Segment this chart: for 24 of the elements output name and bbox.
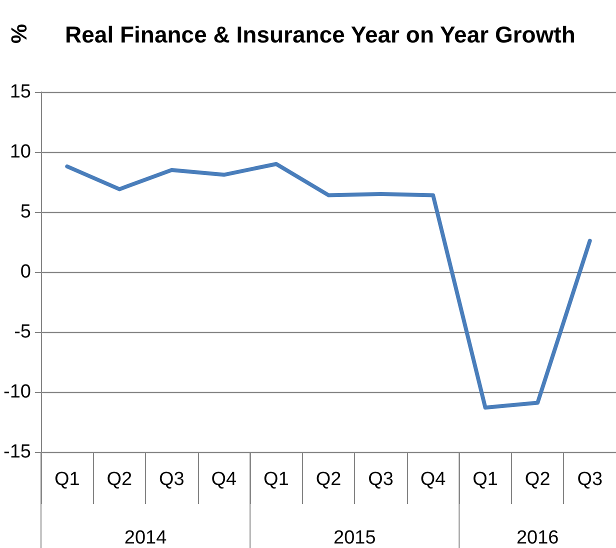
y-axis-title: % <box>6 24 32 44</box>
x-tick-label: Q3 <box>159 469 184 490</box>
text: 2014 <box>124 528 168 548</box>
x-tick-label: Q2 <box>316 469 342 490</box>
x-tick-label: Q1 <box>54 469 80 490</box>
x-tick-label: Q3 <box>368 469 394 490</box>
y-tick-label: -10 <box>4 382 31 402</box>
chart-title: Real Finance & Insurance Year on Year Growth <box>65 22 576 48</box>
y-tick-label: -15 <box>4 442 31 462</box>
text: 2016 <box>516 528 559 548</box>
y-tick-label: -5 <box>14 322 31 342</box>
line-series <box>65 162 592 410</box>
x-tick-label: Q1 <box>264 469 289 490</box>
y-tick-label: 0 <box>20 262 31 282</box>
text: 2015 <box>333 528 376 548</box>
y-tick-label: 10 <box>10 142 31 162</box>
x-tick-label: Q2 <box>106 469 132 490</box>
x-tick-label: Q3 <box>577 469 603 490</box>
x-tick-label: Q1 <box>472 469 498 490</box>
y-tick-label: 15 <box>10 82 31 102</box>
x-tick-label: Q4 <box>211 469 238 490</box>
x-tick-label: Q4 <box>420 469 446 490</box>
x-tick-label: Q2 <box>524 469 550 490</box>
y-tick-label: 5 <box>20 202 31 222</box>
